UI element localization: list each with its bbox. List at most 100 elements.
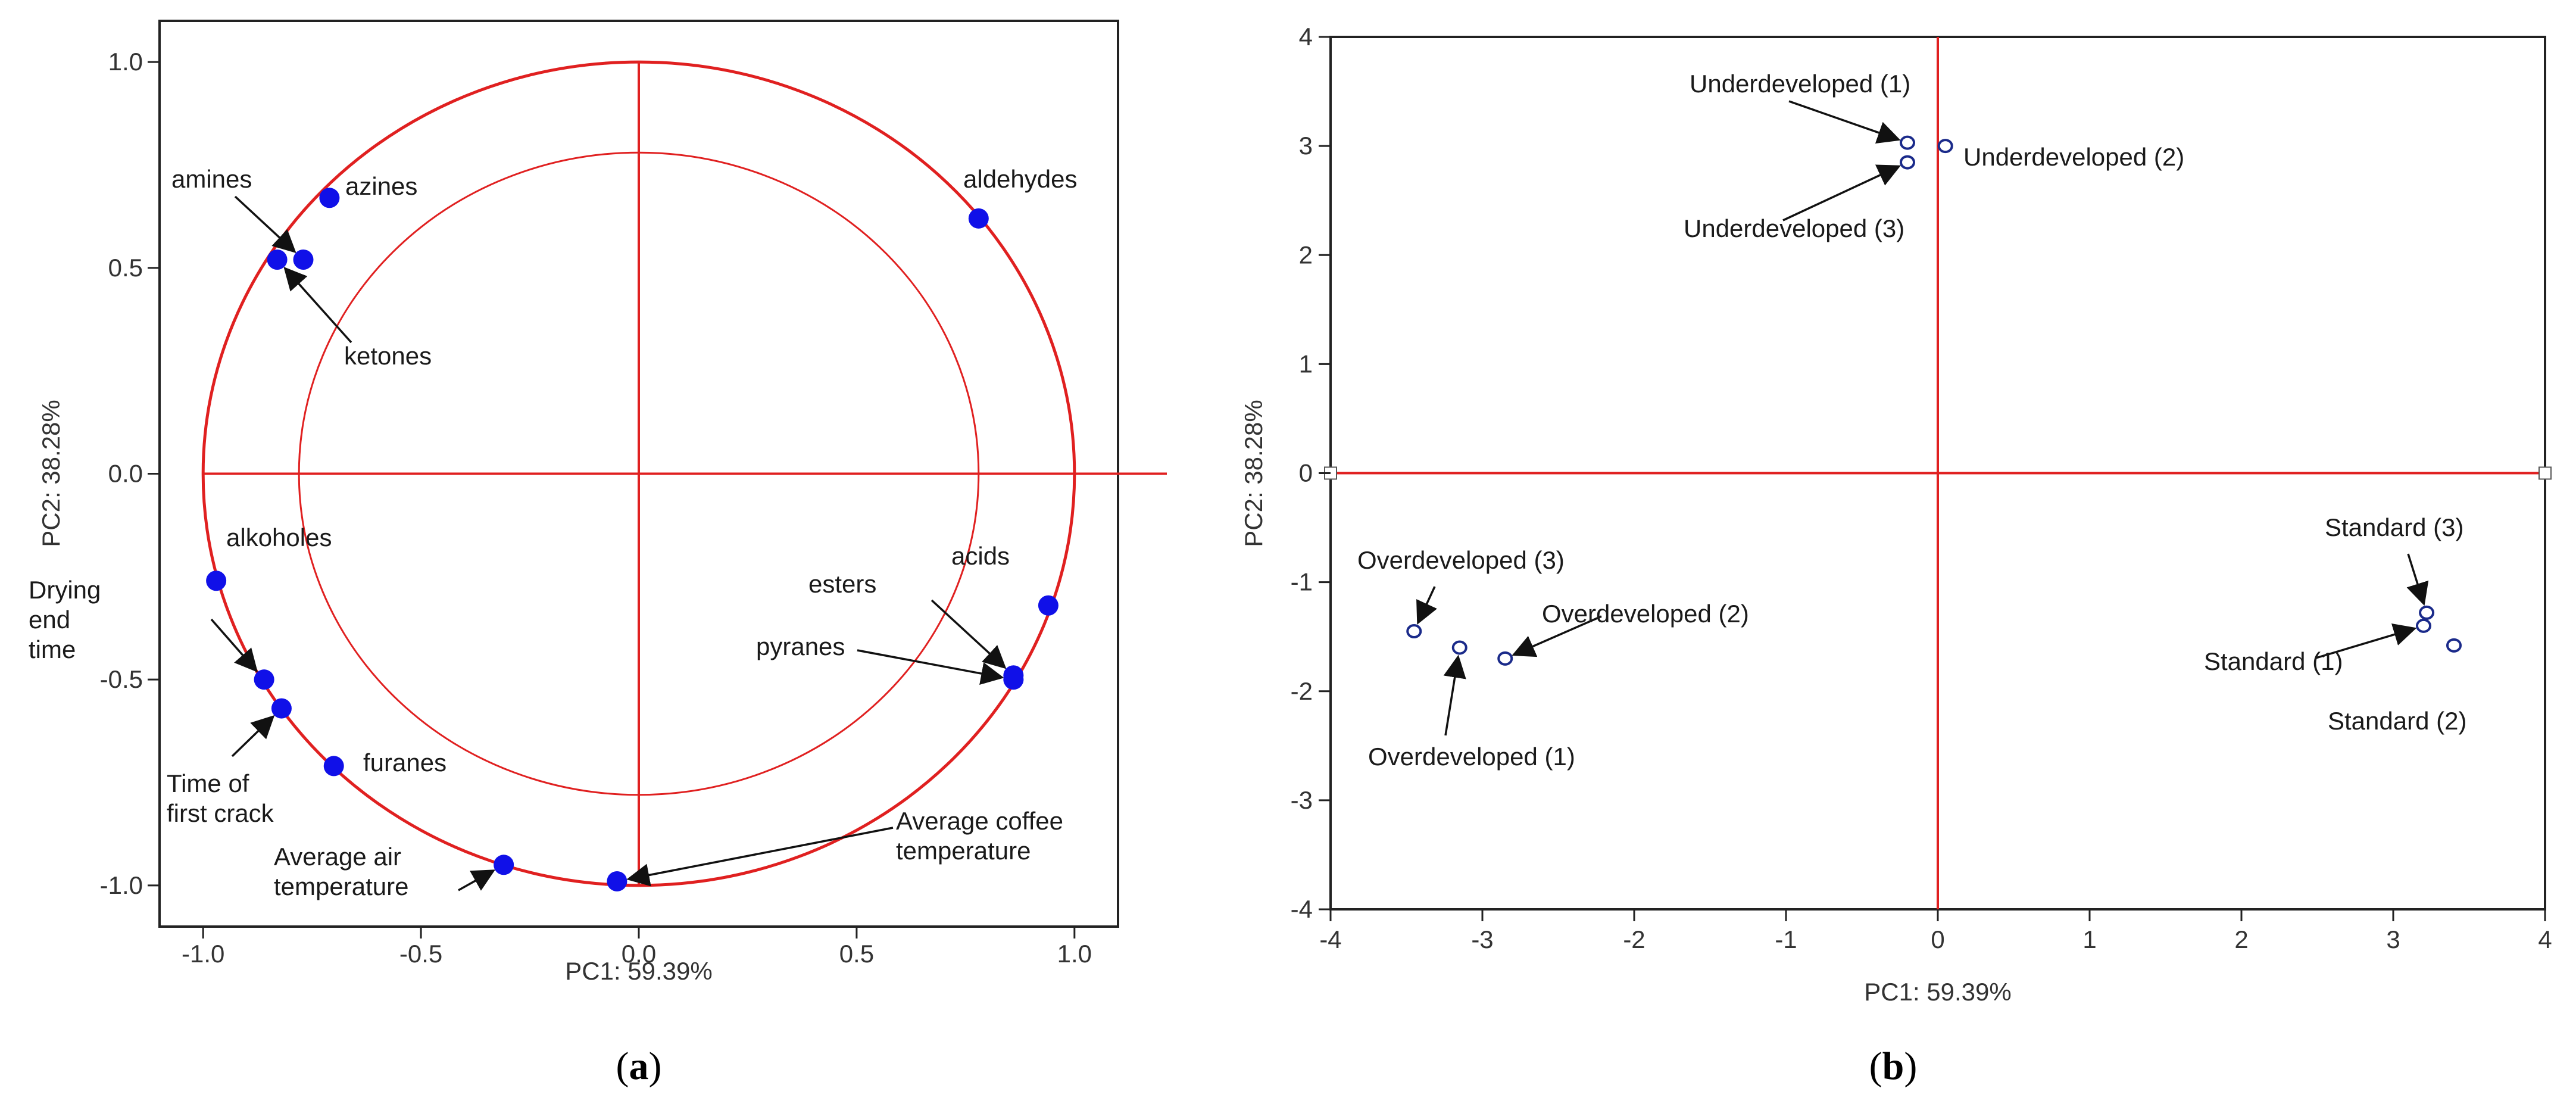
point-amines xyxy=(267,249,288,270)
label-furanes: furanes xyxy=(363,749,446,777)
y-tick-label-a: 0.5 xyxy=(108,254,143,282)
x-tick-label-b: 1 xyxy=(2082,925,2096,953)
x-tick-label-b: -4 xyxy=(1319,925,1341,953)
y-tick-label-b: 0 xyxy=(1299,459,1313,487)
label-alkoholes: alkoholes xyxy=(226,523,332,551)
point-average-coffee-temperature xyxy=(607,871,627,891)
caption-a: (a) xyxy=(616,1044,662,1088)
point-drying-end-time xyxy=(254,669,274,690)
caption-b-letter: b xyxy=(1882,1044,1904,1088)
arrow-overdeveloped-2 xyxy=(1512,615,1602,657)
y-tick-label-b: -3 xyxy=(1291,786,1313,814)
x-tick-label-a: 0.5 xyxy=(839,940,874,968)
point-standard-3 xyxy=(2419,605,2435,620)
arrow-time-of-first-crack xyxy=(231,715,275,757)
point-overdeveloped-2 xyxy=(1497,651,1513,666)
label-time-of-first-crack: Time of first crack xyxy=(167,769,274,827)
arrow-standard-1 xyxy=(2315,623,2417,659)
point-underdeveloped-1 xyxy=(1900,135,1915,150)
x-tick-label-b: 4 xyxy=(2538,925,2552,953)
label-underdeveloped-2: Underdeveloped (2) xyxy=(1963,143,2184,171)
point-underdeveloped-3 xyxy=(1900,155,1915,170)
arrow-ketones xyxy=(234,195,296,254)
label-drying-end-time: Drying end time xyxy=(29,576,101,663)
point-pyranes xyxy=(1003,669,1024,690)
x-axis-label-b: PC1: 59.39% xyxy=(1864,978,2012,1006)
point-azines xyxy=(319,188,340,208)
label-esters: esters xyxy=(808,570,876,598)
arrow-esters xyxy=(931,599,1007,669)
arrow-overdeveloped-1 xyxy=(1443,654,1466,736)
x-tick-label-b: 2 xyxy=(2234,925,2248,953)
label-average-air-temperature: Average air temperature xyxy=(274,843,408,900)
correlation-circle-2 xyxy=(298,151,980,796)
label-aldehydes: aldehydes xyxy=(963,165,1077,193)
arrow-underdeveloped-3 xyxy=(1782,164,1901,222)
y-axis-label-b: PC2: 38.28% xyxy=(1239,400,1267,547)
arrow-overdeveloped-3 xyxy=(1416,586,1438,625)
panel-a: -1.0 -0.5 0.0 0.5 1.0 1.0 0.5 0.0 -0.5 -1.0 amine… xyxy=(29,20,1167,1088)
point-furanes xyxy=(323,756,344,777)
arrows-a xyxy=(210,195,1007,891)
point-ketones xyxy=(293,249,314,270)
arrow-average-coffee-temperature xyxy=(626,827,894,887)
label-underdeveloped-3: Underdeveloped (3) xyxy=(1684,214,1904,242)
point-average-air-temperature xyxy=(494,855,514,875)
arrows-b xyxy=(1416,100,2429,736)
x-tick-label-b: -3 xyxy=(1471,925,1493,953)
y-tick-label-a: -0.5 xyxy=(100,665,143,693)
point-underdeveloped-2 xyxy=(1937,139,1953,154)
x-tick-label-b: 0 xyxy=(1931,925,1944,953)
y-tick-label-b: 4 xyxy=(1299,23,1313,51)
arrow-pyranes xyxy=(857,649,1004,685)
caption-b: (b) xyxy=(1869,1044,1918,1088)
y-tick-label-b: 2 xyxy=(1299,241,1313,269)
arrow-drying-end-time xyxy=(210,618,258,673)
y-tick-label-a: 0.0 xyxy=(108,460,143,488)
label-standard-1: Standard (1) xyxy=(2204,647,2343,675)
x-tick-label-a: 0.0 xyxy=(622,940,656,968)
y-tick-label-a: 1.0 xyxy=(108,48,143,76)
axis-end-marker-right xyxy=(2538,466,2552,480)
y-tick-label-b: 1 xyxy=(1299,350,1313,378)
label-overdeveloped-1: Overdeveloped (1) xyxy=(1368,743,1575,771)
point-time-of-first-crack xyxy=(271,698,292,719)
caption-a-letter: a xyxy=(629,1044,649,1088)
label-overdeveloped-3: Overdeveloped (3) xyxy=(1357,546,1565,574)
label-underdeveloped-1: Underdeveloped (1) xyxy=(1690,70,1910,98)
arrow-underdeveloped-1 xyxy=(1788,100,1901,144)
label-standard-2: Standard (2) xyxy=(2328,707,2466,735)
label-overdeveloped-2: Overdeveloped (2) xyxy=(1542,600,1749,628)
arrow-amines xyxy=(283,267,352,344)
points-b xyxy=(1406,135,2462,666)
point-acids xyxy=(1038,595,1058,616)
point-alkoholes xyxy=(206,570,227,591)
x-tick-label-a: -0.5 xyxy=(399,940,442,968)
x-tick-label-b: -2 xyxy=(1623,925,1645,953)
label-pyranes: pyranes xyxy=(756,632,845,660)
y-tick-label-b: -2 xyxy=(1291,677,1313,705)
label-amines: amines xyxy=(171,165,252,193)
label-ketones: ketones xyxy=(344,342,432,370)
x-tick-label-a: 1.0 xyxy=(1057,940,1092,968)
label-average-coffee-temperature: Average coffee temperature xyxy=(896,807,1063,865)
point-overdeveloped-3 xyxy=(1406,624,1422,639)
panel-b: -4 -3 -2 -1 0 1 2 3 4 4 3 2 1 0 -1 -2 -3 -4 Underdevelope… xyxy=(1239,23,2552,1088)
arrow-average-air-temperature xyxy=(458,869,496,891)
x-tick-label-b: 3 xyxy=(2386,925,2400,953)
x-tick-label-a: -1.0 xyxy=(182,940,224,968)
guides-b xyxy=(1324,37,2552,909)
y-axis-label-a: PC2: 38.28% xyxy=(37,400,65,547)
y-tick-label-b: -4 xyxy=(1291,895,1313,923)
y-tick-label-b: 3 xyxy=(1299,132,1313,160)
point-overdeveloped-1 xyxy=(1451,640,1467,655)
label-acids: acids xyxy=(951,542,1010,570)
x-tick-label-b: -1 xyxy=(1775,925,1797,953)
label-standard-3: Standard (3) xyxy=(2325,513,2463,541)
arrow-standard-3 xyxy=(2406,553,2429,606)
point-standard-2 xyxy=(2446,638,2462,653)
ticks-b: -4 -3 -2 -1 0 1 2 3 4 4 3 2 1 0 -1 -2 -3 -4 xyxy=(1291,23,2552,953)
point-aldehydes xyxy=(968,208,989,229)
ticks-a: -1.0 -0.5 0.0 0.5 1.0 1.0 0.5 0.0 -0.5 -1.0 xyxy=(100,48,1092,968)
